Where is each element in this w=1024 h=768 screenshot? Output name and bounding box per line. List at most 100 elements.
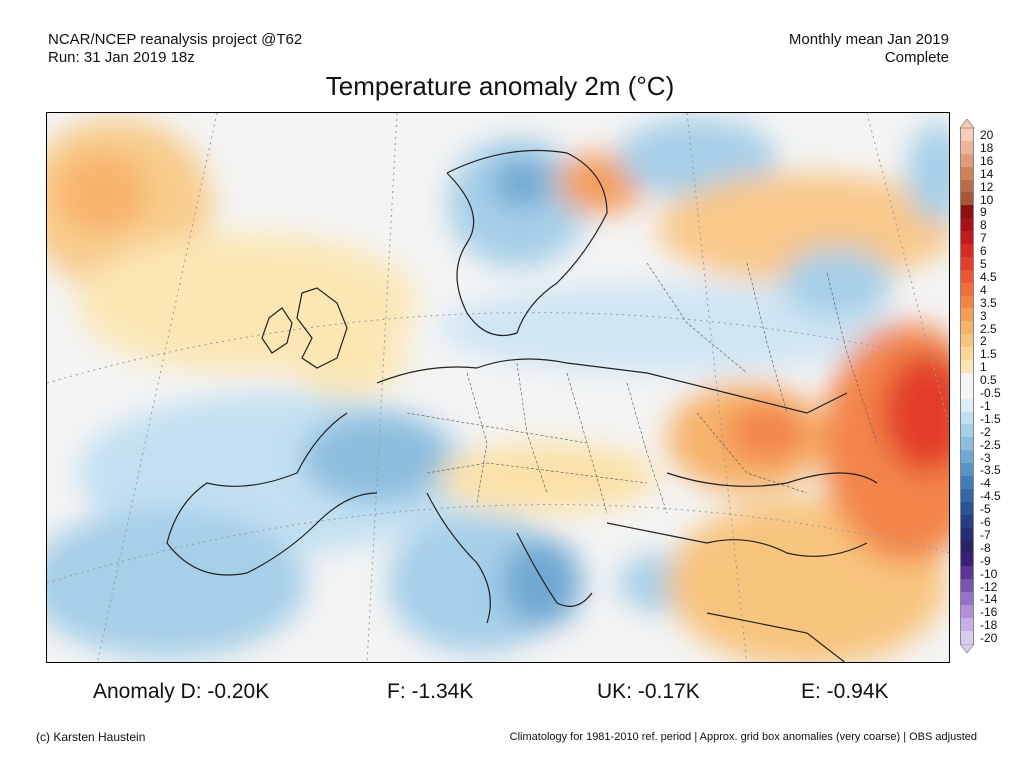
color-scale-label: -5 <box>980 502 991 517</box>
color-scale-label: -20 <box>980 631 998 646</box>
warm-anomaly-atlantic-core <box>57 153 147 233</box>
color-scale-swatch <box>960 231 974 245</box>
cold-anomaly-alps <box>302 413 452 503</box>
color-scale-label: -4.5 <box>980 489 1001 504</box>
color-scale-label: 3 <box>980 308 987 323</box>
color-scale-label: 3.5 <box>980 295 997 310</box>
color-scale-label: 5 <box>980 257 987 271</box>
color-scale-swatch <box>960 617 974 631</box>
color-scale-label: 7 <box>980 231 987 246</box>
cold-anomaly-barents <box>617 118 777 198</box>
color-scale-label: -18 <box>980 618 998 633</box>
color-scale-swatch <box>960 192 974 206</box>
map-canvas <box>47 113 949 662</box>
anomaly-uk: UK: -0.17K <box>597 680 700 703</box>
color-scale-swatch <box>960 540 974 554</box>
color-scale-label: 2 <box>980 334 987 349</box>
run-label: Run: 31 Jan 2019 18z <box>48 49 195 66</box>
color-scale-label: 6 <box>980 244 987 259</box>
color-scale-label: 4 <box>980 282 987 297</box>
color-scale-label: -14 <box>980 592 998 607</box>
color-scale-swatch <box>960 321 974 335</box>
color-scale-swatch <box>960 347 974 361</box>
color-scale-label: 1.5 <box>980 347 997 362</box>
country-borders <box>406 262 878 514</box>
color-scale-swatch <box>960 308 974 322</box>
color-scale-label: -2.5 <box>980 437 1001 452</box>
coastlines <box>166 149 878 662</box>
color-scale-swatch <box>960 385 974 399</box>
color-scale-label: -8 <box>980 540 991 555</box>
color-scale-label: 18 <box>980 140 994 155</box>
color-scale-label: 16 <box>980 153 994 168</box>
color-scale-label: 1 <box>980 360 987 375</box>
color-scale-swatch <box>960 527 974 541</box>
color-scale-swatch <box>960 179 974 193</box>
color-scale-swatch <box>960 630 974 644</box>
color-scale-swatch <box>960 334 974 348</box>
color-scale-swatch <box>960 256 974 270</box>
status-label: Complete <box>884 49 949 66</box>
color-scale-swatch <box>960 604 974 618</box>
color-scale-swatch <box>960 295 974 309</box>
color-scale-swatch <box>960 514 974 528</box>
color-scale-label: -10 <box>980 566 998 581</box>
anomaly-germany: Anomaly D: -0.20K <box>93 680 270 703</box>
color-scale-label: -16 <box>980 605 998 620</box>
footer-note: Climatology for 1981-2010 ref. period | … <box>509 731 977 743</box>
cold-anomaly-russia <box>782 248 892 318</box>
color-scale <box>960 128 976 644</box>
copyright: (c) Karsten Haustein <box>36 730 146 744</box>
cold-anomaly-far-east <box>907 123 949 223</box>
color-scale-label: -0.5 <box>980 386 1001 400</box>
color-scale-label: 0.5 <box>980 373 997 388</box>
color-scale-swatch <box>960 360 974 373</box>
anomaly-france: F: -1.34K <box>387 680 474 703</box>
color-scale-label: 2.5 <box>980 321 997 336</box>
color-scale-label: 4.5 <box>980 269 997 284</box>
graticule <box>47 113 949 662</box>
anomaly-europe: E: -0.94K <box>801 680 889 703</box>
color-scale-bottom-arrow <box>959 644 975 654</box>
color-scale-label: -3.5 <box>980 463 1001 478</box>
color-scale-swatch <box>960 411 974 425</box>
warm-anomaly-russia <box>657 173 949 283</box>
source-label: NCAR/NCEP reanalysis project @T62 <box>48 31 303 48</box>
color-scale-swatch <box>960 437 974 451</box>
color-scale-swatch <box>960 463 974 477</box>
warm-anomaly-uk <box>287 308 407 398</box>
color-scale-swatch <box>960 218 974 232</box>
color-scale-swatch <box>960 476 974 489</box>
color-scale-label: 8 <box>980 218 987 233</box>
color-scale-swatch <box>960 592 974 605</box>
color-scale-swatch <box>960 553 974 567</box>
color-scale-swatch <box>960 269 974 283</box>
cold-anomaly-greece <box>502 538 582 628</box>
color-scale-swatch <box>960 166 974 180</box>
color-scale-swatch <box>960 244 974 257</box>
warm-anomaly-east-core <box>882 353 949 473</box>
color-scale-label: -9 <box>980 553 991 568</box>
color-scale-swatch <box>960 282 974 296</box>
color-scale-label: 20 <box>980 128 994 142</box>
color-scale-label: 14 <box>980 166 994 181</box>
cold-anomaly-central-europe <box>437 283 897 373</box>
cold-anomaly-atlantic-sw <box>47 508 307 658</box>
color-scale-swatch <box>960 153 974 167</box>
cold-anomaly-scandinavia-core <box>492 158 552 208</box>
color-scale-swatch <box>960 501 974 515</box>
color-scale-swatch <box>960 488 974 502</box>
color-scale-label: -1 <box>980 398 991 413</box>
anomaly-map[interactable] <box>46 112 950 663</box>
color-scale-swatch <box>960 398 974 412</box>
color-scale-label: -2 <box>980 424 991 439</box>
color-scale-label: 12 <box>980 179 994 194</box>
color-scale-label: -6 <box>980 515 991 529</box>
color-scale-top-arrow <box>959 119 975 129</box>
color-scale-swatch <box>960 372 974 386</box>
color-scale-label: -12 <box>980 579 998 594</box>
color-scale-label: 10 <box>980 192 994 207</box>
color-scale-label: -4 <box>980 476 991 491</box>
warm-anomaly-hungary <box>437 443 657 513</box>
color-scale-swatch <box>960 579 974 593</box>
